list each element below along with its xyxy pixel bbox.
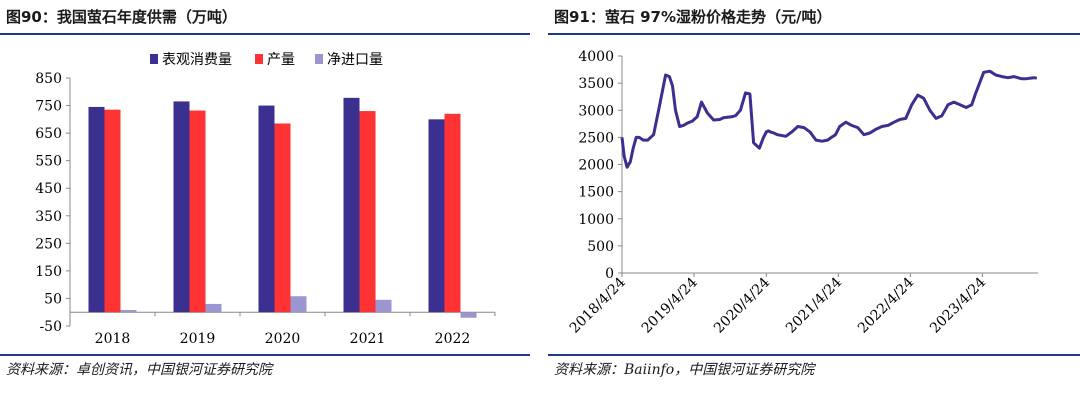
legend-label-0: 表观消费量 xyxy=(162,52,232,68)
bar-2019-1 xyxy=(189,110,206,313)
line-x-tick-label: 2023/4/24 xyxy=(927,274,989,336)
line-y-tick-label: 4000 xyxy=(578,49,614,65)
bar-y-tick-label: 350 xyxy=(35,209,62,225)
right-title-rule xyxy=(548,33,1080,35)
bar-y-tick-label: 50 xyxy=(44,291,62,307)
bar-2020-1 xyxy=(274,123,291,313)
bar-2020-0 xyxy=(258,105,275,313)
legend-swatch-2 xyxy=(315,54,323,64)
line-y-tick-label: 3000 xyxy=(578,103,614,119)
line-x-tick-label: 2018/4/24 xyxy=(567,274,629,336)
right-figure-title: 图91：萤石 97%湿粉价格走势（元/吨） xyxy=(554,8,832,26)
line-y-tick-label: 3500 xyxy=(578,76,614,92)
left-figure-title: 图90：我国萤石年度供需（万吨） xyxy=(6,8,237,26)
bar-x-tick-label: 2020 xyxy=(265,331,301,347)
bar-2018-2 xyxy=(120,310,137,313)
right-source-rule xyxy=(548,354,1080,356)
bar-x-tick-label: 2021 xyxy=(350,331,386,347)
bar-y-tick-label: 250 xyxy=(35,236,62,252)
bar-x-tick-label: 2019 xyxy=(180,331,216,347)
line-y-tick-label: 500 xyxy=(587,239,614,255)
line-y-tick-label: 1000 xyxy=(578,212,614,228)
legend-swatch-1 xyxy=(255,54,263,64)
bar-2022-1 xyxy=(444,113,461,313)
bar-2021-0 xyxy=(343,97,360,313)
bar-2022-2 xyxy=(460,312,477,318)
line-y-tick-label: 2000 xyxy=(578,158,614,174)
legend-label-2: 净进口量 xyxy=(327,52,383,68)
bar-2019-2 xyxy=(205,303,222,313)
bar-y-tick-label: 150 xyxy=(35,264,62,280)
right-figure-source: 资料来源：Baiinfo，中国银河证券研究院 xyxy=(554,362,815,378)
legend-swatch-0 xyxy=(150,54,158,64)
line-x-tick-label: 2020/4/24 xyxy=(711,274,773,336)
left-figure-panel: 图90：我国萤石年度供需（万吨） -50 50 150 250 350 450 550 650… xyxy=(0,0,530,407)
left-figure-source: 资料来源：卓创资讯，中国银河证券研究院 xyxy=(6,362,272,378)
line-x-tick-label: 2021/4/24 xyxy=(783,274,845,336)
line-chart: 0 500 1000 1500 2000 2500 3000 3500 4000 2018/4/2… xyxy=(567,49,1038,337)
bar-2018-0 xyxy=(88,106,105,313)
left-title-rule xyxy=(0,33,530,35)
line-x-tick-label: 2022/4/24 xyxy=(855,274,917,336)
bar-x-tick-label: 2022 xyxy=(435,331,471,347)
line-y-tick-label: 2500 xyxy=(578,130,614,146)
bar-y-tick-label: 850 xyxy=(35,71,62,87)
legend-label-1: 产量 xyxy=(267,52,295,68)
line-y-tick-label: 0 xyxy=(605,266,614,282)
bar-y-tick-label: 750 xyxy=(35,99,62,115)
right-figure-panel: 图91：萤石 97%湿粉价格走势（元/吨） 0 500 1000 1500 2000 25… xyxy=(548,0,1080,407)
bar-x-tick-label: 2018 xyxy=(95,331,131,347)
bar-y-tick-label: -50 xyxy=(39,319,62,335)
bar-2020-2 xyxy=(290,296,307,313)
bar-2021-1 xyxy=(359,111,376,313)
line-y-tick-label: 1500 xyxy=(578,185,614,201)
bar-y-tick-label: 450 xyxy=(35,181,62,197)
left-source-rule xyxy=(0,354,530,356)
bar-y-tick-label: 650 xyxy=(35,126,62,142)
price-line xyxy=(620,69,1038,169)
bar-y-tick-label: 550 xyxy=(35,154,62,170)
bar-2019-0 xyxy=(173,101,190,313)
bar-2021-2 xyxy=(375,299,392,313)
line-x-tick-label: 2019/4/24 xyxy=(639,274,701,336)
bar-2022-0 xyxy=(428,119,445,313)
bar-chart: -50 50 150 250 350 450 550 650 750 850 2018 2019 202… xyxy=(35,52,496,347)
bar-2018-1 xyxy=(104,109,121,313)
